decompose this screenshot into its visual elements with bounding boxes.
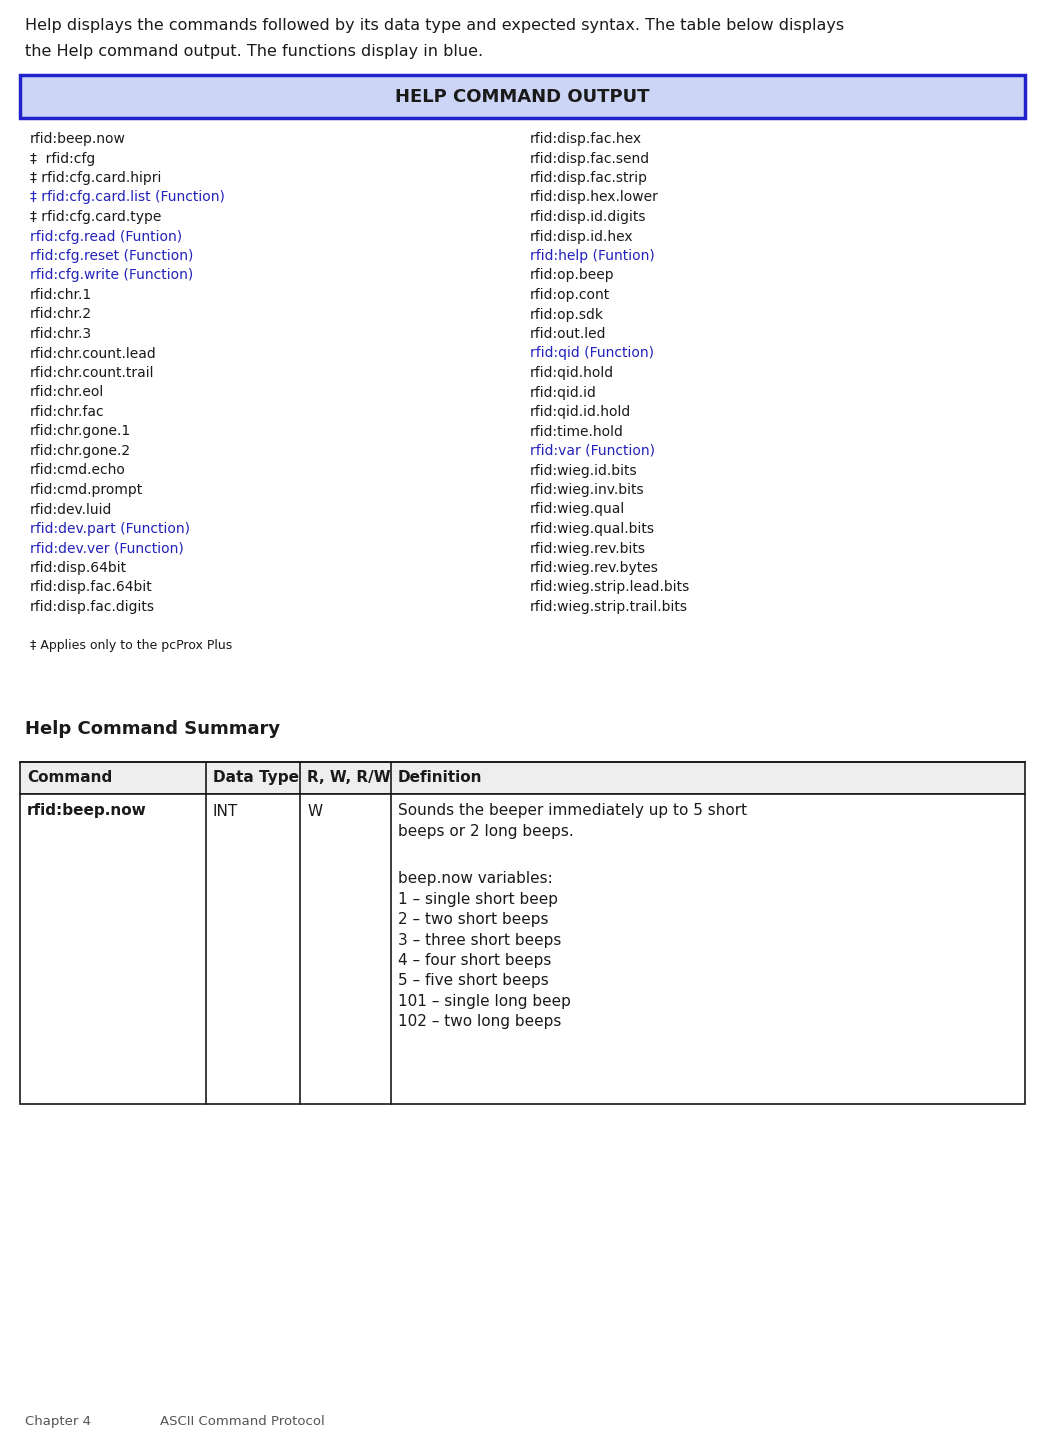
Text: Definition: Definition — [398, 769, 483, 785]
Text: Help Command Summary: Help Command Summary — [25, 719, 280, 738]
Text: rfid:chr.fac: rfid:chr.fac — [30, 406, 105, 418]
Text: rfid:cfg.write (Function): rfid:cfg.write (Function) — [30, 269, 193, 282]
Text: HELP COMMAND OUTPUT: HELP COMMAND OUTPUT — [395, 88, 649, 105]
Text: INT: INT — [213, 804, 238, 818]
Text: rfid:qid.id: rfid:qid.id — [530, 385, 597, 400]
Text: rfid:wieg.qual: rfid:wieg.qual — [530, 502, 625, 516]
Text: rfid:chr.2: rfid:chr.2 — [30, 308, 92, 322]
Text: rfid:beep.now: rfid:beep.now — [30, 132, 126, 147]
Text: rfid:qid.hold: rfid:qid.hold — [530, 367, 614, 380]
Text: rfid:wieg.qual.bits: rfid:wieg.qual.bits — [530, 522, 655, 536]
Text: rfid:op.beep: rfid:op.beep — [530, 269, 615, 282]
FancyBboxPatch shape — [20, 794, 1025, 1103]
Text: rfid:out.led: rfid:out.led — [530, 326, 606, 341]
FancyBboxPatch shape — [20, 762, 1025, 794]
Text: Command: Command — [27, 769, 112, 785]
Text: rfid:disp.id.digits: rfid:disp.id.digits — [530, 210, 646, 224]
Text: rfid:beep.now: rfid:beep.now — [27, 804, 147, 818]
Text: Sounds the beeper immediately up to 5 short
beeps or 2 long beeps.: Sounds the beeper immediately up to 5 sh… — [398, 804, 747, 838]
Text: rfid:var (Function): rfid:var (Function) — [530, 444, 655, 457]
Text: rfid:disp.fac.64bit: rfid:disp.fac.64bit — [30, 581, 153, 594]
Text: rfid:chr.count.trail: rfid:chr.count.trail — [30, 367, 154, 380]
Text: rfid:chr.gone.1: rfid:chr.gone.1 — [30, 424, 131, 439]
Text: rfid:chr.eol: rfid:chr.eol — [30, 385, 104, 400]
Text: rfid:wieg.rev.bytes: rfid:wieg.rev.bytes — [530, 561, 659, 575]
Text: rfid:disp.fac.strip: rfid:disp.fac.strip — [530, 171, 648, 186]
Text: rfid:chr.1: rfid:chr.1 — [30, 288, 92, 302]
Text: beep.now variables:
1 – single short beep
2 – two short beeps
3 – three short be: beep.now variables: 1 – single short bee… — [398, 871, 571, 1030]
Text: ‡ rfid:cfg.card.list (Function): ‡ rfid:cfg.card.list (Function) — [30, 190, 224, 204]
Text: W: W — [307, 804, 322, 818]
Text: rfid:cfg.read (Funtion): rfid:cfg.read (Funtion) — [30, 230, 183, 243]
Text: rfid:op.sdk: rfid:op.sdk — [530, 308, 604, 322]
Text: rfid:wieg.inv.bits: rfid:wieg.inv.bits — [530, 483, 645, 498]
Text: rfid:help (Funtion): rfid:help (Funtion) — [530, 249, 655, 263]
Text: rfid:chr.3: rfid:chr.3 — [30, 326, 92, 341]
Text: rfid:op.cont: rfid:op.cont — [530, 288, 611, 302]
Text: rfid:wieg.id.bits: rfid:wieg.id.bits — [530, 463, 638, 477]
Text: rfid:wieg.strip.trail.bits: rfid:wieg.strip.trail.bits — [530, 600, 688, 614]
Text: rfid:qid.id.hold: rfid:qid.id.hold — [530, 406, 631, 418]
Text: rfid:chr.count.lead: rfid:chr.count.lead — [30, 347, 156, 361]
Text: rfid:chr.gone.2: rfid:chr.gone.2 — [30, 444, 131, 457]
Text: rfid:cmd.echo: rfid:cmd.echo — [30, 463, 126, 477]
Text: rfid:disp.id.hex: rfid:disp.id.hex — [530, 230, 634, 243]
Text: Help displays the commands followed by its data type and expected syntax. The ta: Help displays the commands followed by i… — [25, 19, 844, 33]
Text: rfid:disp.fac.digits: rfid:disp.fac.digits — [30, 600, 155, 614]
Text: rfid:disp.hex.lower: rfid:disp.hex.lower — [530, 190, 659, 204]
Text: rfid:wieg.rev.bits: rfid:wieg.rev.bits — [530, 542, 646, 555]
Text: rfid:dev.ver (Function): rfid:dev.ver (Function) — [30, 542, 184, 555]
Text: ‡ Applies only to the pcProx Plus: ‡ Applies only to the pcProx Plus — [30, 640, 232, 653]
Text: Chapter 4: Chapter 4 — [25, 1415, 91, 1428]
Text: rfid:time.hold: rfid:time.hold — [530, 424, 624, 439]
Text: rfid:cfg.reset (Function): rfid:cfg.reset (Function) — [30, 249, 193, 263]
Text: ‡ rfid:cfg.card.type: ‡ rfid:cfg.card.type — [30, 210, 162, 224]
Text: Data Type: Data Type — [213, 769, 299, 785]
Text: rfid:wieg.strip.lead.bits: rfid:wieg.strip.lead.bits — [530, 581, 690, 594]
Text: rfid:disp.64bit: rfid:disp.64bit — [30, 561, 127, 575]
Text: ‡  rfid:cfg: ‡ rfid:cfg — [30, 151, 95, 165]
Text: rfid:dev.part (Function): rfid:dev.part (Function) — [30, 522, 190, 536]
Text: rfid:qid (Function): rfid:qid (Function) — [530, 347, 654, 361]
Text: rfid:dev.luid: rfid:dev.luid — [30, 502, 112, 516]
Text: rfid:disp.fac.send: rfid:disp.fac.send — [530, 151, 650, 165]
Text: the Help command output. The functions display in blue.: the Help command output. The functions d… — [25, 45, 484, 59]
Text: ASCII Command Protocol: ASCII Command Protocol — [160, 1415, 325, 1428]
Text: rfid:cmd.prompt: rfid:cmd.prompt — [30, 483, 144, 498]
Text: R, W, R/W: R, W, R/W — [307, 769, 391, 785]
Text: rfid:disp.fac.hex: rfid:disp.fac.hex — [530, 132, 642, 147]
FancyBboxPatch shape — [20, 75, 1025, 118]
Text: ‡ rfid:cfg.card.hipri: ‡ rfid:cfg.card.hipri — [30, 171, 162, 186]
